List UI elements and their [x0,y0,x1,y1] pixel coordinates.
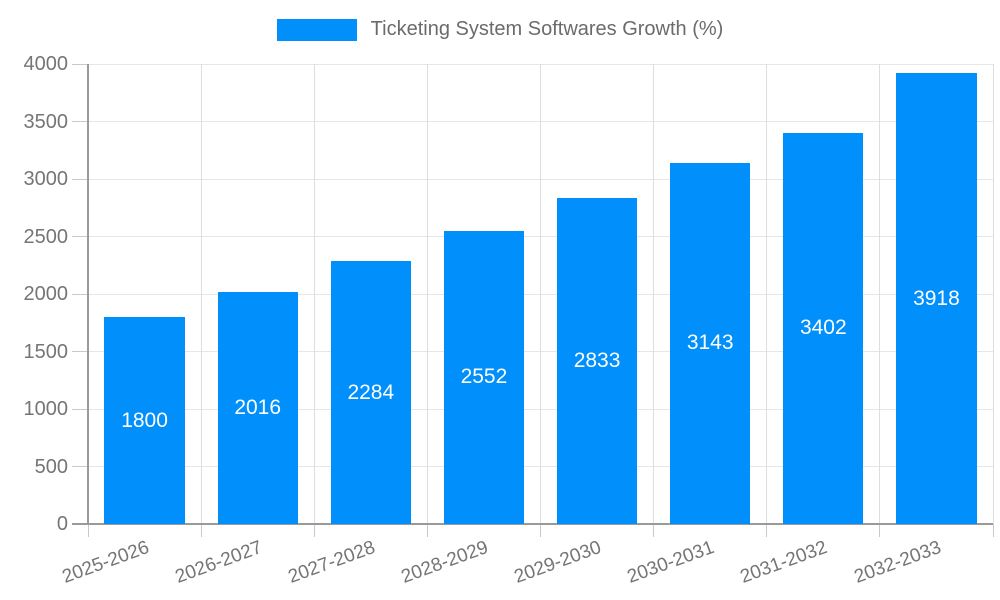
y-tick-mark [72,466,88,467]
legend-label: Ticketing System Softwares Growth (%) [370,18,724,40]
y-tick-mark [72,408,88,410]
y-axis-tick-label: 4000 [23,53,69,75]
x-axis-tick-label: 2027-2028 [285,537,378,588]
bar-value-label: 3918 [913,286,960,310]
x-axis-tick-label: 2031-2032 [737,537,831,588]
bar[interactable]: 2016 [217,292,298,524]
y-tick-mark [72,178,88,180]
y-axis-tick-label: 1500 [23,340,69,363]
x-tick-mark [766,524,768,537]
y-axis-tick-label: 3000 [23,168,69,190]
y-tick-mark [72,121,88,122]
x-tick-mark [200,524,202,537]
y-axis-tick-label: 2500 [23,225,69,248]
y-axis-tick-label: 0 [56,513,68,535]
y-tick-mark [72,63,88,65]
y-axis-tick-label: 2000 [23,283,69,305]
bar[interactable]: 3402 [783,132,864,524]
vertical-gridline [313,64,315,524]
vertical-gridline [426,64,428,524]
vertical-gridline [653,64,655,524]
x-axis-line [88,523,993,525]
x-axis-tick-label: 2029-2030 [511,537,605,588]
legend-swatch [276,18,357,41]
bar-value-label: 2284 [347,380,395,404]
y-axis-line [87,64,89,524]
bar[interactable]: 2833 [556,198,638,524]
bar-value-label: 3143 [686,331,734,355]
y-tick-mark [72,236,88,237]
x-tick-mark [879,524,881,537]
vertical-gridline [200,64,202,524]
x-axis-tick-label: 2030-2031 [624,537,718,588]
bar[interactable]: 2552 [443,230,525,524]
bar-value-label: 3402 [799,316,847,340]
x-axis-tick-label: 2032-2033 [851,537,944,588]
y-tick-mark [72,351,88,352]
bar-value-label: 2552 [460,365,508,389]
y-axis-tick-label: 1000 [23,398,69,420]
y-axis-tick-label: 3500 [23,110,69,133]
x-axis-tick-label: 2026-2027 [172,537,265,588]
x-tick-mark [540,524,541,537]
x-axis-tick-label: 2025-2026 [59,537,152,588]
legend[interactable]: Ticketing System Softwares Growth (%) [0,18,1000,41]
vertical-gridline [879,64,881,524]
bar-value-label: 2833 [573,349,621,373]
bar[interactable]: 3143 [670,162,751,524]
x-axis-tick-label: 2028-2029 [398,537,492,588]
x-tick-mark [426,524,428,537]
x-tick-mark [87,524,89,537]
y-axis-tick-label: 500 [34,455,68,478]
bar[interactable]: 2284 [330,261,411,524]
x-tick-mark [653,524,655,537]
bar-value-label: 1800 [121,408,168,432]
bar-value-label: 2016 [234,396,282,420]
y-tick-mark [72,293,88,295]
bar[interactable]: 1800 [104,317,185,524]
y-tick-mark [72,523,88,525]
bar[interactable]: 3918 [896,73,977,524]
x-tick-mark [992,524,994,537]
x-tick-mark [313,524,315,537]
vertical-gridline [992,64,994,524]
vertical-gridline [766,64,768,524]
vertical-gridline [540,64,541,524]
